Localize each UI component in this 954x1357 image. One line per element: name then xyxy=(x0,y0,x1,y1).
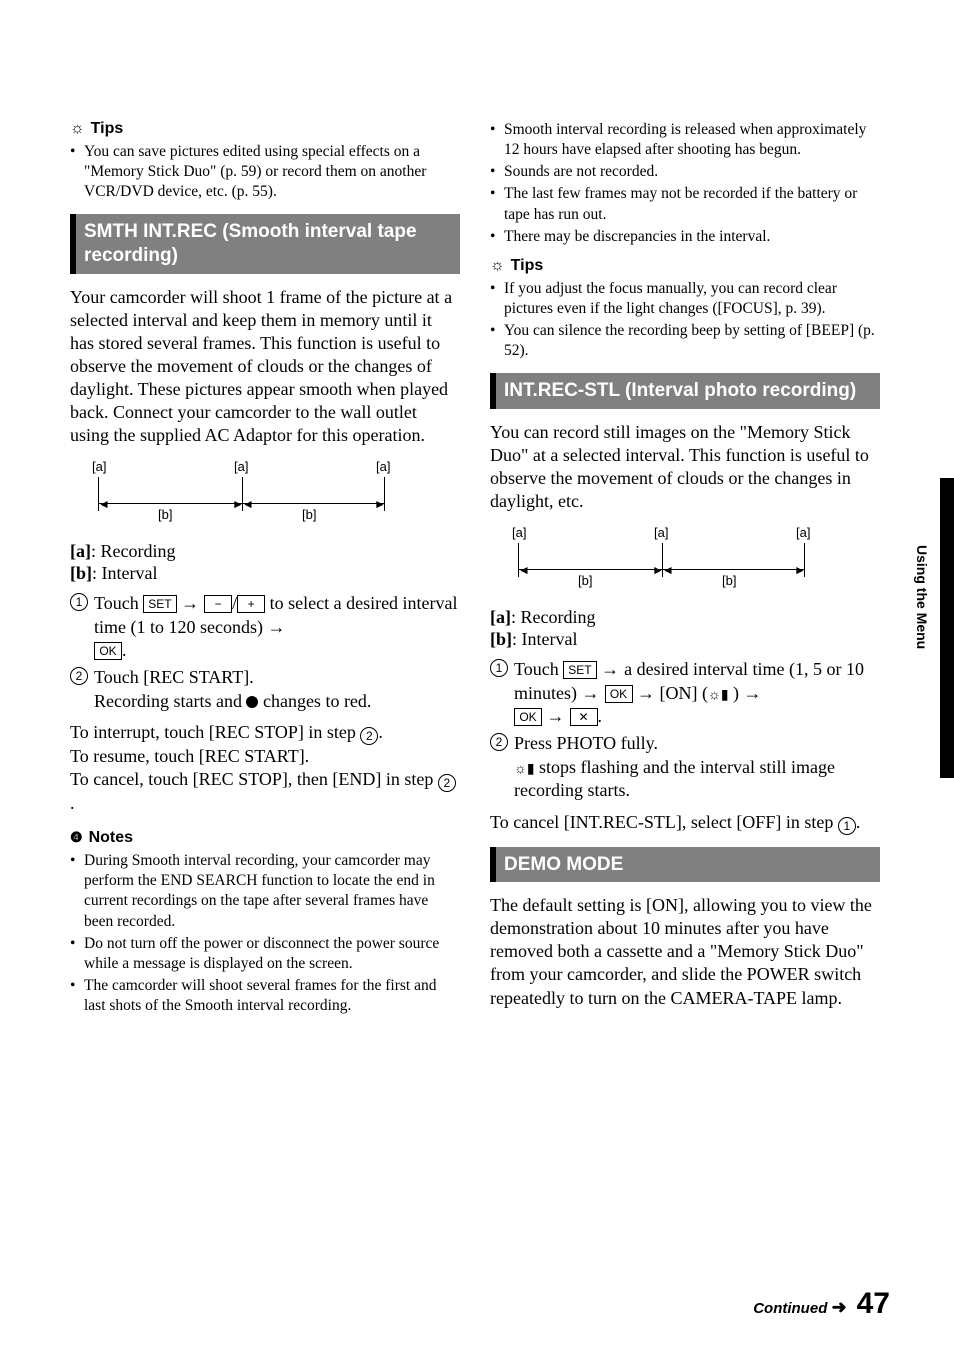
lightbulb-icon xyxy=(70,120,85,138)
bullet-item: Smooth interval recording is released wh… xyxy=(490,120,880,160)
ok-button-icon: OK xyxy=(605,685,633,703)
note-item: The camcorder will shoot several frames … xyxy=(70,976,460,1016)
interval-icon: ☼▮ xyxy=(514,760,535,776)
step-2: 2 Press PHOTO fully. ☼▮ stops flashing a… xyxy=(490,732,880,802)
step-number-icon: 1 xyxy=(490,659,508,677)
tips-heading-left: Tips xyxy=(70,120,460,138)
side-tab xyxy=(940,478,954,778)
notes-label: Notes xyxy=(89,829,133,847)
lightbulb-icon xyxy=(490,257,505,275)
caption-a-right: [a]: Recording xyxy=(490,607,880,628)
step-number-icon: 2 xyxy=(70,667,88,685)
note-item: During Smooth interval recording, your c… xyxy=(70,851,460,932)
step-number-icon: 1 xyxy=(70,593,88,611)
step-number-icon: 2 xyxy=(490,733,508,751)
notes-icon xyxy=(70,829,83,847)
close-button-icon: ✕ xyxy=(570,708,598,726)
ok-button-icon: OK xyxy=(94,642,122,660)
caption-a: [a]: Recording xyxy=(70,541,460,562)
bullet-item: Sounds are not recorded. xyxy=(490,162,880,182)
plus-button-icon: + xyxy=(237,595,265,613)
bullet-item: There may be discrepancies in the interv… xyxy=(490,227,880,247)
tips-list-right: If you adjust the focus manually, you ca… xyxy=(490,279,880,362)
side-label: Using the Menu xyxy=(914,545,930,649)
step-2: 2 Touch [REC START]. Recording starts an… xyxy=(70,666,460,713)
step-1: 1 Touch SET → −/+ to select a desired in… xyxy=(70,592,460,662)
interval-diagram-right: [a] [a] [a] ◄ ► ◄ ► [b] [b] xyxy=(504,525,824,595)
interrupt-text: To interrupt, touch [REC STOP] in step 2… xyxy=(70,721,460,815)
record-dot-icon xyxy=(246,696,258,708)
notes-list: During Smooth interval recording, your c… xyxy=(70,851,460,1016)
arrow-right-icon: ➜ xyxy=(832,1297,847,1317)
step-1: 1 Touch SET → a desired interval time (1… xyxy=(490,658,880,728)
tips-label: Tips xyxy=(91,120,124,138)
section-body: Your camcorder will shoot 1 frame of the… xyxy=(70,286,460,447)
section-body: The default setting is [ON], allowing yo… xyxy=(490,894,880,1009)
section-int-rec-stl: INT.REC-STL (Interval photo recording) xyxy=(490,373,880,409)
tip-item: You can silence the recording beep by se… xyxy=(490,321,880,361)
set-button-icon: SET xyxy=(563,661,596,679)
cancel-text-right: To cancel [INT.REC-STL], select [OFF] in… xyxy=(490,811,880,835)
page-footer: Continued ➜ 47 xyxy=(753,1287,890,1321)
continued-label: Continued ➜ xyxy=(753,1297,846,1318)
interval-diagram-left: [a] [a] [a] ◄ ► ◄ ► [b] [b] xyxy=(84,459,404,529)
bullets-top-right: Smooth interval recording is released wh… xyxy=(490,120,880,247)
notes-heading: Notes xyxy=(70,829,460,847)
section-body: You can record still images on the "Memo… xyxy=(490,421,880,513)
tip-item: You can save pictures edited using speci… xyxy=(70,142,460,202)
tips-label: Tips xyxy=(511,257,544,275)
bullet-item: The last few frames may not be recorded … xyxy=(490,184,880,224)
steps-right: 1 Touch SET → a desired interval time (1… xyxy=(490,658,880,802)
caption-b-right: [b]: Interval xyxy=(490,629,880,650)
set-button-icon: SET xyxy=(143,595,176,613)
tips-heading-right: Tips xyxy=(490,257,880,275)
page-number: 47 xyxy=(857,1287,890,1321)
minus-button-icon: − xyxy=(204,595,232,613)
ok-button-icon: OK xyxy=(514,708,542,726)
note-item: Do not turn off the power or disconnect … xyxy=(70,934,460,974)
interval-icon: ☼▮ xyxy=(708,686,729,702)
steps-left: 1 Touch SET → −/+ to select a desired in… xyxy=(70,592,460,713)
section-smth-int-rec: SMTH INT.REC (Smooth interval tape recor… xyxy=(70,214,460,274)
tips-list-left: You can save pictures edited using speci… xyxy=(70,142,460,202)
caption-b: [b]: Interval xyxy=(70,563,460,584)
tip-item: If you adjust the focus manually, you ca… xyxy=(490,279,880,319)
section-demo-mode: DEMO MODE xyxy=(490,847,880,883)
